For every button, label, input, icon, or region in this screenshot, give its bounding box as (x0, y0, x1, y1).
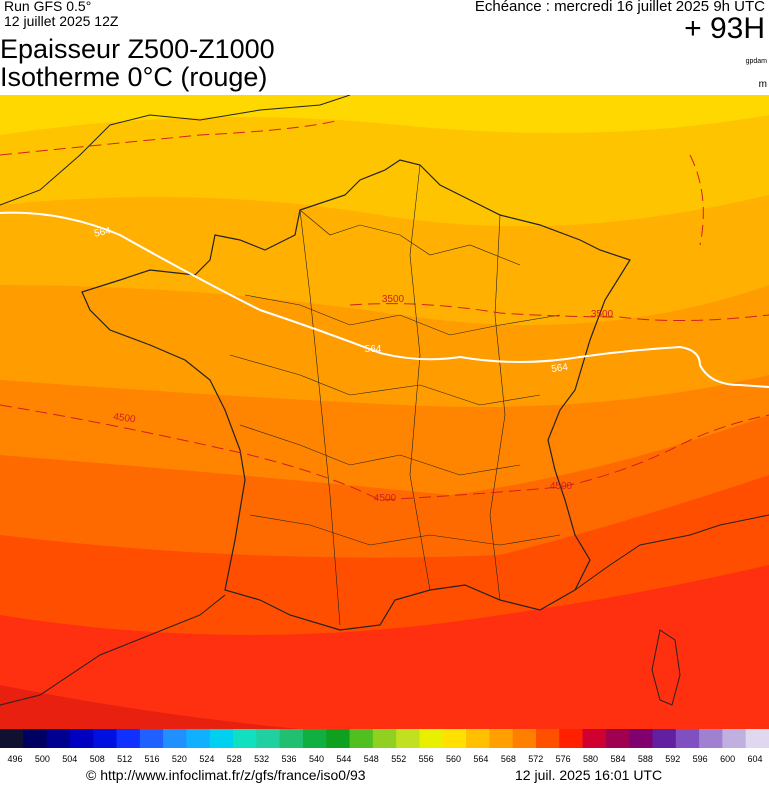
scale-swatch (535, 729, 560, 748)
scale-label: 548 (364, 754, 379, 764)
contour-label: 3500 (382, 294, 405, 305)
scale-swatch (675, 729, 700, 748)
scale-label: 564 (473, 754, 488, 764)
contour-label: 4500 (113, 412, 137, 426)
scale-label: 528 (227, 754, 242, 764)
band (0, 565, 769, 729)
contour-label: 4500 (374, 493, 397, 504)
scale-swatch (0, 729, 24, 748)
scale-label: 512 (117, 754, 132, 764)
scale-label: 560 (446, 754, 461, 764)
color-scale: 496 500 504 508 512 516 520 524 528 532 536 540 544 5… (0, 729, 769, 764)
valid-time: Echéance : mercredi 16 juillet 2025 9h U… (474, 0, 765, 15)
scale-swatch (442, 729, 467, 748)
scale-swatch (139, 729, 164, 748)
isoline-564 (0, 211, 769, 388)
scale-swatch (745, 729, 769, 748)
scale-swatch (372, 729, 397, 748)
band (0, 685, 300, 729)
scale-label: 604 (747, 754, 762, 764)
footer-timestamp: 12 juil. 2025 16:01 UTC (515, 767, 663, 783)
unit-thickness: gpdam (745, 58, 767, 65)
lead-time: + 93H (684, 12, 765, 45)
scale-label: 504 (62, 754, 77, 764)
scale-swatch (559, 729, 584, 748)
scale-swatch (605, 729, 630, 748)
footer-url: © http://www.infoclimat.fr/z/gfs/france/… (86, 767, 366, 783)
scale-swatch (256, 729, 281, 748)
scale-label: 596 (693, 754, 708, 764)
scale-label: 568 (501, 754, 516, 764)
scale-swatch (69, 729, 94, 748)
scale-swatch (582, 729, 607, 748)
contour-label: 564 (93, 225, 112, 239)
title-line1: Epaisseur Z500-Z1000 (0, 34, 275, 64)
scale-label: 556 (419, 754, 434, 764)
model: Run GFS 0.5° (4, 0, 92, 14)
scale-label: 588 (638, 754, 653, 764)
scale-label: 572 (528, 754, 543, 764)
scale-label: 576 (556, 754, 571, 764)
scale-label: 520 (172, 754, 187, 764)
contour-label: 3500 (591, 309, 614, 320)
scale-swatch (93, 729, 118, 748)
scale-swatch (302, 729, 327, 748)
scale-swatch (466, 729, 490, 748)
scale-swatch (209, 729, 234, 748)
scale-swatch (722, 729, 747, 748)
scale-swatch (46, 729, 71, 748)
scale-swatch (23, 729, 48, 748)
scale-swatch (489, 729, 514, 748)
scale-label: 580 (583, 754, 598, 764)
scale-swatch (233, 729, 257, 748)
coastlines (0, 95, 769, 706)
map: 564 564 564 3500 3500 4500 4500 4500 (0, 95, 769, 729)
scale-label: 500 (35, 754, 50, 764)
scale-swatch (419, 729, 444, 748)
isotherm-0c (0, 119, 769, 501)
scale-swatch (279, 729, 304, 748)
scale-swatch (186, 729, 211, 748)
scale-swatch (163, 729, 187, 748)
scale-swatch (326, 729, 351, 748)
scale-swatch (396, 729, 420, 748)
scale-swatch (512, 729, 537, 748)
contour-label: 564 (365, 344, 382, 355)
scale-label: 524 (199, 754, 214, 764)
run: 12 juillet 2025 12Z (4, 13, 119, 29)
scale-swatch (116, 729, 141, 748)
scale-label: 584 (610, 754, 625, 764)
unit-isotherm: m (758, 79, 767, 90)
scale-label: 544 (336, 754, 351, 764)
contour-label: 564 (551, 362, 569, 375)
scale-label: 600 (720, 754, 735, 764)
scale-label: 540 (309, 754, 324, 764)
scale-label: 508 (90, 754, 105, 764)
contour-label: 4500 (550, 481, 573, 492)
scale-label: 532 (254, 754, 269, 764)
scale-swatch (652, 729, 677, 748)
scale-label: 536 (282, 754, 297, 764)
title-line2: Isotherme 0°C (rouge) (0, 62, 268, 92)
scale-swatch (349, 729, 374, 748)
scale-label: 516 (145, 754, 160, 764)
scale-swatch (629, 729, 653, 748)
scale-label: 552 (391, 754, 406, 764)
scale-swatch (699, 729, 723, 748)
scale-label: 592 (665, 754, 680, 764)
scale-label: 496 (7, 754, 22, 764)
